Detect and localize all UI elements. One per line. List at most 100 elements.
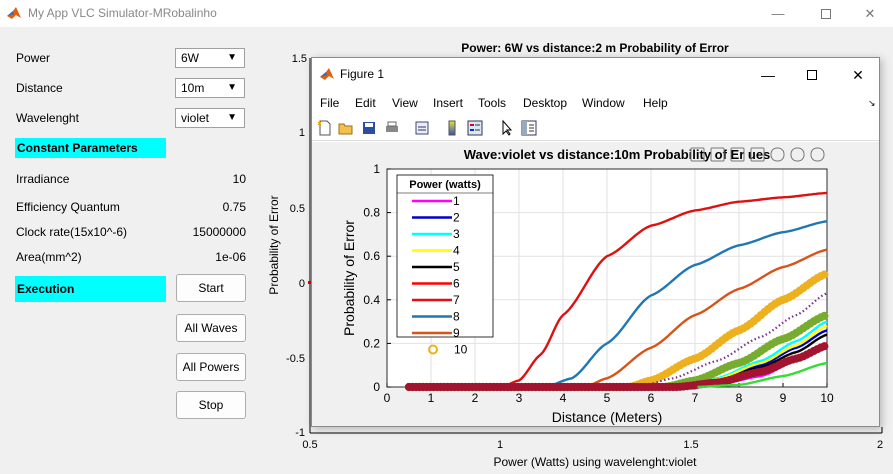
series-marker	[820, 270, 829, 279]
y-tick-label: 0.4	[363, 293, 380, 307]
menubar-dock-icon[interactable]: ↘	[868, 98, 876, 108]
y-tick-label: 0.6	[363, 249, 380, 263]
main-x-tick: 2	[877, 439, 883, 451]
main-y-tick: -1	[295, 427, 305, 439]
chevron-down-icon: ▼	[227, 112, 237, 123]
main-y-tick: 0	[299, 278, 305, 290]
pan-icon	[750, 147, 765, 162]
save-icon[interactable]	[360, 119, 378, 137]
y-tick-label: 1	[373, 162, 380, 176]
main-y-label: Probability of Error	[267, 195, 281, 294]
menu-view[interactable]: View	[392, 96, 418, 110]
x-tick-label: 1	[428, 391, 435, 405]
power-label: Power	[16, 51, 51, 65]
close-icon: ✕	[864, 5, 876, 21]
data-tip-icon	[730, 147, 745, 162]
minimize-button[interactable]: —	[755, 0, 801, 27]
colorbar-icon[interactable]	[443, 119, 461, 137]
chevron-down-icon: ▼	[227, 82, 237, 93]
x-tick-label: 9	[780, 391, 787, 405]
x-tick-label: 8	[736, 391, 743, 405]
menu-window[interactable]: Window	[582, 96, 625, 110]
minimize-icon: —	[771, 6, 785, 21]
legend-entry-label: 6	[453, 277, 460, 291]
x-tick-label: 0	[384, 391, 391, 405]
x-tick-label: 7	[692, 391, 699, 405]
all-powers-button[interactable]: All Powers	[176, 353, 246, 381]
chart-y-label: Probability of Error	[341, 220, 357, 336]
menu-help[interactable]: Help	[643, 96, 668, 110]
y-tick-label: 0.8	[363, 206, 380, 220]
figure-maximize-button[interactable]	[792, 60, 832, 90]
clock-rate-value: 15000000	[192, 225, 246, 239]
link-icon[interactable]	[413, 119, 431, 137]
distance-label: Distance	[16, 81, 63, 95]
clock-rate-label: Clock rate(15x10^-6)	[16, 225, 128, 239]
pointer-icon[interactable]	[498, 119, 516, 137]
legend-entry-label: 8	[453, 310, 460, 324]
legend-entry-label: 4	[453, 244, 460, 258]
legend-title: Power (watts)	[409, 179, 481, 191]
zoom-in-icon	[770, 147, 785, 162]
x-tick-label: 6	[648, 391, 655, 405]
distance-value: 10m	[181, 81, 205, 95]
menu-file[interactable]: File	[320, 96, 340, 110]
maximize-icon	[807, 70, 817, 80]
figure-close-button[interactable]: ✕	[838, 60, 878, 90]
x-tick-label: 3	[516, 391, 523, 405]
main-y-tick: 0.5	[290, 203, 305, 215]
brush-icon	[710, 147, 725, 162]
power-dropdown[interactable]: 6W ▼	[175, 48, 245, 68]
constant-parameters-header: Constant Parameters	[15, 138, 166, 158]
save-axes-icon	[690, 147, 705, 162]
main-x-tick: 1	[497, 439, 503, 451]
irradiance-value: 10	[232, 172, 246, 186]
legend-entry-label: 7	[453, 293, 460, 307]
close-icon: ✕	[852, 66, 864, 83]
legend-entry-label: 5	[453, 260, 460, 274]
legend-icon[interactable]	[466, 119, 484, 137]
title-bar: My App VLC Simulator-MRobalinho — ✕	[0, 0, 893, 27]
maximize-button[interactable]	[803, 0, 849, 27]
figure-plot-area: Wave:violet vs distance:10m Probability …	[312, 142, 879, 426]
figure-minimize-button[interactable]: —	[748, 60, 788, 90]
figure-toolbar	[312, 115, 879, 141]
new-file-icon[interactable]	[316, 119, 334, 137]
main-axes-title: Power: 6W vs distance:2 m Probability of…	[461, 41, 729, 55]
chart-title: Wave:violet vs distance:10m Probability …	[464, 147, 771, 162]
legend-entry-label: 9	[453, 326, 460, 340]
menu-insert[interactable]: Insert	[433, 96, 464, 110]
x-tick-label: 4	[560, 391, 567, 405]
main-x-tick: 1.5	[683, 439, 698, 451]
area-value: 1e-06	[215, 250, 246, 264]
distance-dropdown[interactable]: 10m ▼	[175, 78, 245, 98]
legend-entry-label: 1	[453, 194, 460, 208]
main-y-tick: -0.5	[286, 353, 305, 365]
main-x-label: Power (Watts) using wavelenght:violet	[494, 455, 698, 469]
execution-header: Execution	[15, 276, 166, 302]
property-inspector-icon[interactable]	[520, 119, 538, 137]
open-folder-icon[interactable]	[337, 119, 355, 137]
area-label: Area(mm^2)	[16, 250, 82, 264]
series-marker	[820, 311, 829, 321]
print-icon[interactable]	[383, 119, 401, 137]
probability-of-error-chart: Wave:violet vs distance:10m Probability …	[341, 147, 834, 425]
wavelength-dropdown[interactable]: violet ▼	[175, 108, 245, 128]
window-title: My App VLC Simulator-MRobalinho	[28, 6, 217, 20]
figure-window[interactable]: Figure 1 — ✕ File Edit View Insert Tools…	[311, 57, 880, 427]
start-button[interactable]: Start	[176, 274, 246, 302]
menu-tools[interactable]: Tools	[478, 96, 507, 110]
legend-entry-label: 3	[453, 227, 460, 241]
menu-edit[interactable]: Edit	[355, 96, 376, 110]
all-waves-button[interactable]: All Waves	[176, 314, 246, 342]
y-tick-label: 0.2	[363, 336, 380, 350]
stop-button[interactable]: Stop	[176, 391, 246, 419]
close-button[interactable]: ✕	[847, 0, 893, 27]
efficiency-label: Efficiency Quantum	[16, 200, 120, 214]
menu-desktop[interactable]: Desktop	[523, 96, 568, 110]
power-value: 6W	[181, 51, 199, 65]
matlab-figure-icon	[320, 68, 334, 80]
main-data-marker	[308, 281, 311, 284]
figure-title: Figure 1	[340, 67, 385, 81]
